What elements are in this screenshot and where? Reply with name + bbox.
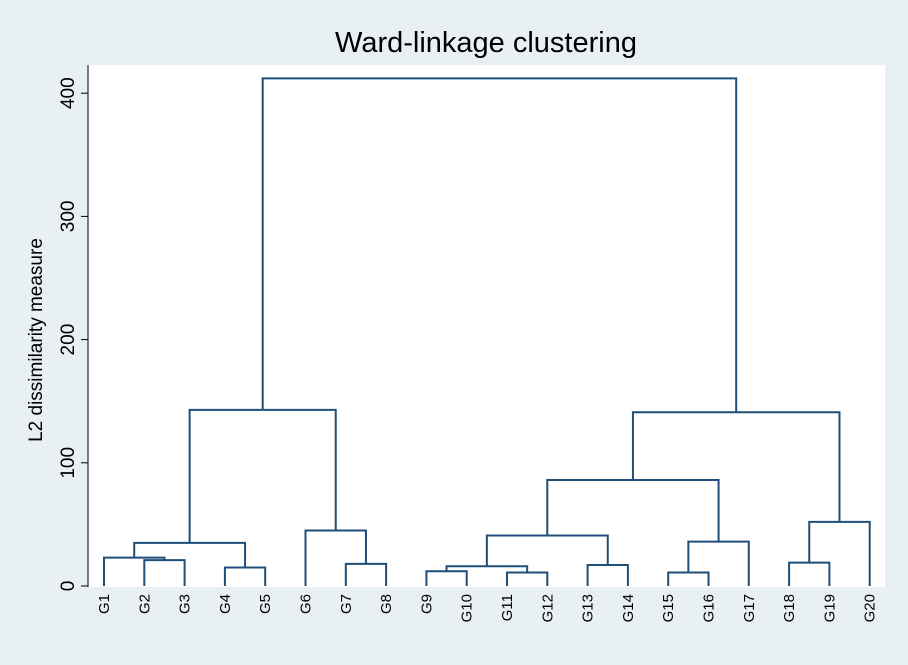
x-tick-label: G14 [620,594,637,622]
x-tick-label: G9 [418,594,435,614]
plot-area [88,65,885,587]
y-tick-label: 400 [58,77,79,109]
x-tick-label: G5 [257,594,274,614]
x-tick-label: G20 [862,594,879,622]
x-tick-label: G11 [499,594,516,621]
y-tick-label: 300 [58,201,79,233]
x-tick-label: G10 [459,594,476,622]
x-tick-label: G7 [338,594,355,614]
x-tick-label: G17 [741,594,758,622]
y-tick-label: 0 [58,581,79,592]
y-tick-label: 200 [58,324,79,356]
x-tick-label: G19 [821,594,838,622]
y-axis-label: L2 dissimilarity measure [26,238,47,442]
x-tick-label: G12 [539,594,556,622]
x-tick-label: G8 [378,594,395,614]
x-tick-label: G1 [96,594,113,614]
dendrogram-link [261,77,738,413]
x-tick-label: G6 [298,594,315,614]
x-tick-label: G16 [701,594,718,622]
x-tick-label: G13 [580,594,597,622]
x-tick-label: G4 [217,594,234,614]
x-tick-label: G3 [177,594,194,614]
chart-title: Ward-linkage clustering [335,27,637,59]
x-tick-label: G15 [660,594,677,622]
x-tick-label: G18 [781,594,798,622]
y-tick-label: 100 [58,447,79,479]
x-tick-label: G2 [136,594,153,614]
